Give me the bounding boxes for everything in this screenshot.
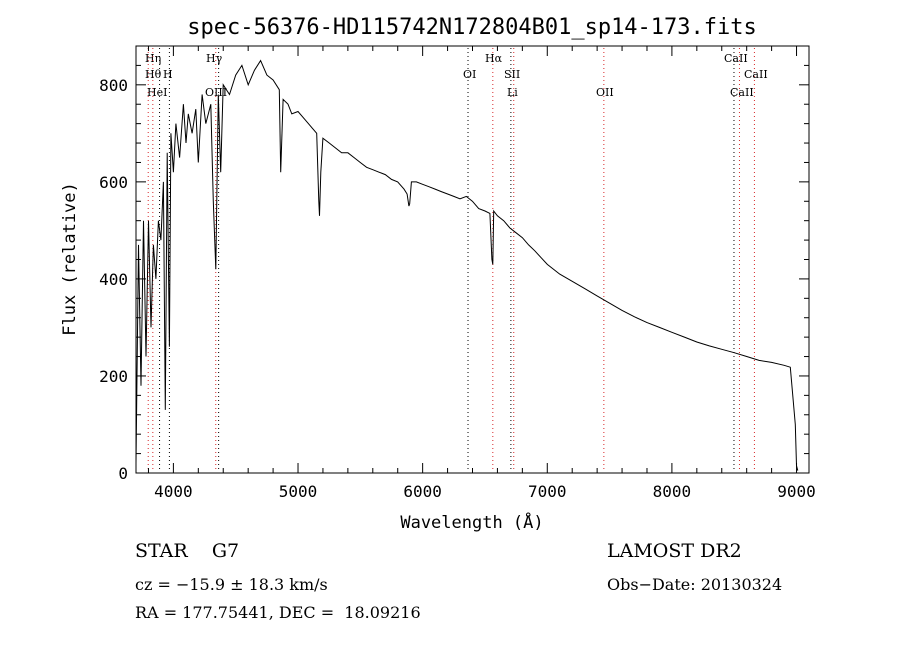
- x-axis-label: Wavelength (Å): [400, 511, 543, 533]
- x-axis: 4000 5000 6000 7000 8000 9000: [147, 46, 816, 501]
- observation-date: Obs−Date: 20130324: [607, 575, 783, 594]
- spectral-line-label: OI: [463, 68, 476, 81]
- spectral-line-label: OII: [596, 86, 614, 99]
- x-tick-label: 4000: [154, 482, 193, 501]
- spectral-line-label: CaII: [744, 68, 768, 81]
- x-tick-label: 8000: [653, 482, 692, 501]
- spectral-line-annotations: Hη Hθ HeI H Hγ OIII OI Hα Li SII OII CaII CaII CaII: [145, 48, 768, 471]
- y-axis: 0 200 400 600 800: [99, 64, 809, 483]
- redshift-velocity: cz = −15.9 ± 18.3 km/s: [135, 575, 328, 594]
- survey-name: LAMOST DR2: [607, 540, 742, 562]
- x-tick-label: 7000: [528, 482, 567, 501]
- spectral-line-label: SII: [504, 68, 520, 81]
- spectral-line-label: Hα: [485, 52, 503, 65]
- coordinates-ra-dec: RA = 177.75441, DEC = 18.09216: [135, 603, 421, 622]
- spectral-line-label: Hη: [145, 52, 161, 65]
- spectrum-series-line: [135, 59, 799, 471]
- y-axis-label: Flux (relative): [60, 182, 80, 336]
- spectral-line-label: Hθ: [145, 68, 162, 81]
- spectral-line-label: Hγ: [206, 52, 223, 65]
- spectral-line-label: OIII: [205, 86, 227, 99]
- x-tick-label: 6000: [403, 482, 442, 501]
- x-tick-label: 9000: [777, 482, 816, 501]
- y-tick-label: 400: [99, 270, 128, 289]
- y-tick-label: 200: [99, 367, 128, 386]
- y-tick-label: 0: [118, 464, 128, 483]
- star-classification: STAR G7: [135, 540, 240, 562]
- plot-frame: [135, 45, 810, 474]
- spectral-line-label: Li: [507, 86, 518, 99]
- y-tick-label: 600: [99, 173, 128, 192]
- spectral-line-label: H: [163, 68, 173, 81]
- spectral-line-label: HeI: [147, 86, 167, 99]
- x-tick-label: 5000: [279, 482, 318, 501]
- spectral-line-label: CaII: [724, 52, 748, 65]
- chart-title: spec-56376-HD115742N172804B01_sp14-173.f…: [187, 15, 757, 40]
- y-tick-label: 800: [99, 76, 128, 95]
- spectral-line-label: CaII: [730, 86, 754, 99]
